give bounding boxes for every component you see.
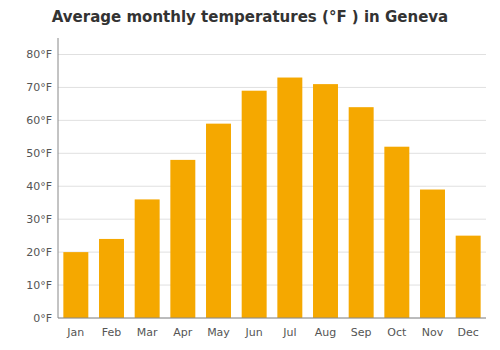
y-tick-label: 40°F	[26, 180, 52, 193]
x-tick-label: Aug	[315, 326, 336, 339]
x-tick-label: Feb	[102, 326, 121, 339]
title: Average monthly temperatures (°F ) in Ge…	[52, 8, 448, 26]
grid-line	[58, 153, 486, 154]
y-tick-label: 10°F	[26, 279, 52, 292]
bar	[349, 107, 374, 318]
grid-line	[58, 120, 486, 121]
bar	[206, 124, 231, 318]
bar	[384, 147, 409, 318]
y-tick-label: 20°F	[26, 246, 52, 259]
x-axis-line	[58, 318, 486, 319]
x-tick-label: Jun	[245, 326, 263, 339]
bar	[99, 239, 124, 318]
y-tick-label: 50°F	[26, 147, 52, 160]
x-tick-label: Jan	[66, 326, 84, 339]
bar	[63, 252, 88, 318]
y-tick-label: 70°F	[26, 81, 52, 94]
bar	[277, 78, 302, 318]
y-tick-label: 60°F	[26, 114, 52, 127]
grid-line	[58, 87, 486, 88]
bar	[135, 199, 160, 318]
x-tick-label: May	[207, 326, 230, 339]
bars	[63, 78, 480, 318]
y-tick-label: 80°F	[26, 48, 52, 61]
x-tick-label: Sep	[351, 326, 372, 339]
grid-line	[58, 318, 486, 319]
x-tick-label: Oct	[387, 326, 407, 339]
x-tick-label: Nov	[422, 326, 444, 339]
grid-line	[58, 54, 486, 55]
x-tick-label: Apr	[173, 326, 193, 339]
y-tick-label: 30°F	[26, 213, 52, 226]
page: {"chart_data": {"type": "bar", "title": …	[0, 0, 500, 350]
x-tick-label: Jul	[282, 326, 296, 339]
bar	[420, 190, 445, 318]
y-tick-label: 0°F	[33, 312, 52, 325]
x-tick-label: Mar	[137, 326, 158, 339]
y-axis-line	[58, 38, 59, 318]
bar	[170, 160, 195, 318]
grid	[58, 54, 486, 318]
bar	[242, 91, 267, 318]
grid-line	[58, 186, 486, 187]
bar	[456, 236, 481, 318]
chart-container: Average monthly temperatures (°F ) in Ge…	[0, 0, 500, 350]
bar	[313, 84, 338, 318]
x-tick-label: Dec	[458, 326, 479, 339]
chart: Average monthly temperatures (°F ) in Ge…	[0, 0, 500, 350]
